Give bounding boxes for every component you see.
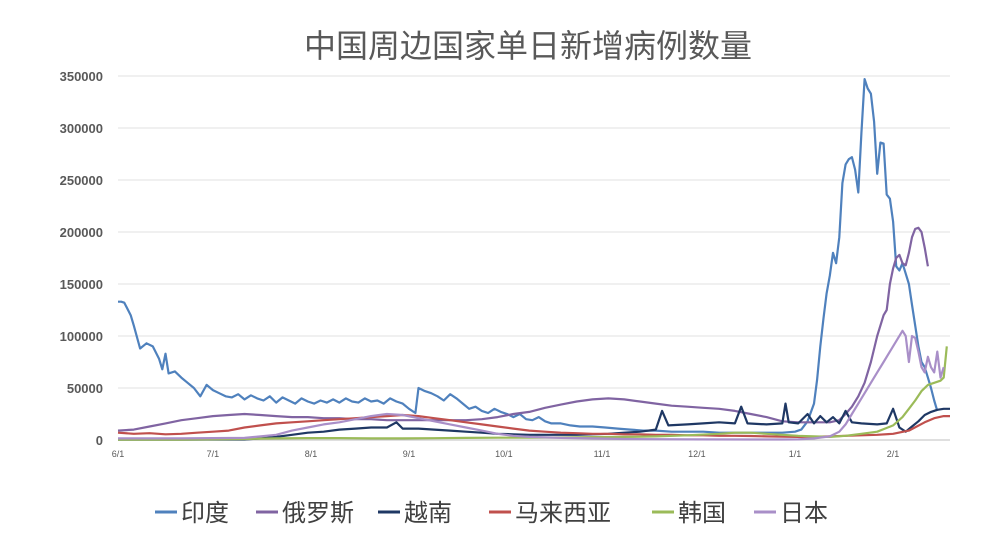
legend-label-3: 马来西亚 bbox=[515, 499, 611, 527]
y-axis: 0 50000 100000 150000 200000 250000 300000 3500… bbox=[60, 69, 103, 448]
gridlines bbox=[118, 75, 950, 441]
series-line-5 bbox=[118, 329, 945, 441]
y-tick-label: 100000 bbox=[60, 329, 103, 344]
series-line-2 bbox=[118, 402, 950, 441]
y-tick-label: 350000 bbox=[60, 69, 103, 84]
x-tick-label: 6/1 bbox=[112, 449, 125, 459]
legend-label-1: 俄罗斯 bbox=[282, 499, 354, 527]
series-line-1 bbox=[117, 226, 929, 432]
series-line-4 bbox=[117, 346, 948, 441]
x-tick-label: 11/1 bbox=[594, 449, 611, 459]
y-tick-label: 250000 bbox=[60, 173, 103, 188]
x-tick-label: 7/1 bbox=[207, 449, 220, 459]
x-tick-label: 12/1 bbox=[688, 449, 706, 459]
series-lines bbox=[117, 78, 950, 441]
legend-label-4: 韩国 bbox=[678, 499, 726, 527]
x-tick-label: 8/1 bbox=[305, 449, 318, 459]
chart-title: 中国周边国家单日新增病例数量 bbox=[304, 27, 752, 65]
x-tick-label: 2/1 bbox=[887, 449, 900, 459]
y-tick-label: 50000 bbox=[67, 381, 103, 396]
x-tick-label: 1/1 bbox=[789, 449, 802, 459]
x-tick-label: 10/1 bbox=[495, 449, 513, 459]
y-tick-label: 300000 bbox=[60, 121, 103, 136]
legend: 印度 俄罗斯 越南 马来西亚 韩国 日本 bbox=[155, 499, 828, 527]
legend-label-5: 日本 bbox=[780, 499, 828, 527]
y-tick-label: 200000 bbox=[60, 225, 103, 240]
legend-label-0: 印度 bbox=[181, 499, 229, 527]
x-tick-label: 9/1 bbox=[403, 449, 416, 459]
series-line-0 bbox=[118, 78, 939, 434]
y-tick-label: 0 bbox=[96, 433, 103, 448]
x-axis: 6/1 7/1 8/1 9/1 10/1 11/1 12/1 1/1 2/1 bbox=[112, 449, 900, 459]
y-tick-label: 150000 bbox=[60, 277, 103, 292]
legend-label-2: 越南 bbox=[404, 499, 452, 527]
